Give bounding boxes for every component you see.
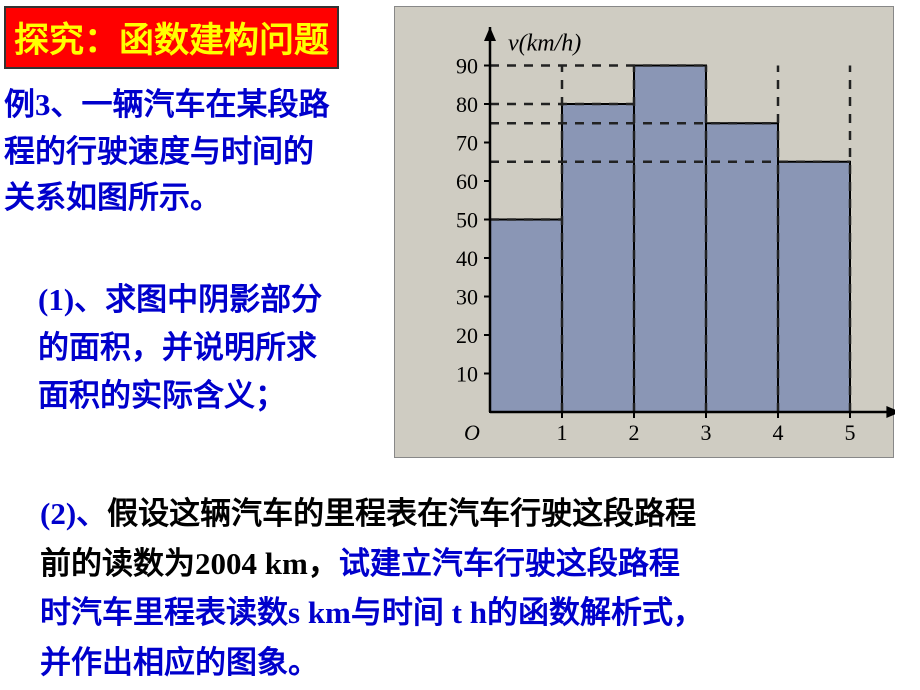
intro-line-1: 例3、一辆汽车在某段路 (4, 87, 330, 122)
q1-line-3: 面积的实际含义； (38, 378, 286, 413)
svg-text:20: 20 (456, 323, 478, 348)
q2-line-4: 并作出相应的图象。 (40, 645, 319, 680)
question-1: (1)、求图中阴影部分 的面积，并说明所求 面积的实际含义； (38, 276, 388, 420)
svg-text:5: 5 (845, 420, 856, 445)
q2-line-2b: 试建立汽车行驶这段路程 (339, 546, 680, 581)
svg-text:2: 2 (629, 420, 640, 445)
svg-text:50: 50 (456, 208, 478, 233)
q2-line-1b: 假设这辆汽车的里程表在汽车行驶这段路程 (107, 496, 696, 531)
q2-line-2a: 前的读数为2004 km， (40, 546, 339, 581)
svg-text:t(h): t(h) (894, 422, 895, 448)
chart-svg: 10 20 30 40 50 60 70 80 90 1 2 3 4 5 Ov(km/h) t(h) (395, 7, 895, 459)
intro-line-2: 程的行驶速度与时间的 (4, 134, 314, 169)
svg-text:80: 80 (456, 92, 478, 117)
q2-line-1a: (2)、 (40, 496, 107, 531)
svg-text:40: 40 (456, 246, 478, 271)
example-intro: 例3、一辆汽车在某段路 程的行驶速度与时间的 关系如图所示。 (4, 82, 384, 222)
velocity-time-chart: 10 20 30 40 50 60 70 80 90 1 2 3 4 5 Ov(km/h) t(h) (394, 6, 894, 458)
svg-text:1: 1 (557, 420, 568, 445)
svg-text:30: 30 (456, 285, 478, 310)
page-title: 探究：函数建构问题 (4, 6, 339, 69)
intro-line-3: 关系如图所示。 (4, 180, 221, 215)
svg-text:10: 10 (456, 362, 478, 387)
svg-text:3: 3 (701, 420, 712, 445)
svg-text:O: O (464, 420, 480, 445)
svg-text:v(km/h): v(km/h) (508, 30, 581, 56)
q1-line-2: 的面积，并说明所求 (38, 330, 317, 365)
question-2: (2)、假设这辆汽车的里程表在汽车行驶这段路程 前的读数为2004 km，试建立… (40, 489, 890, 687)
q1-line-1: (1)、求图中阴影部分 (38, 282, 322, 317)
q2-line-3: 时汽车里程表读数s km与时间 t h的函数解析式， (40, 595, 704, 630)
svg-text:60: 60 (456, 169, 478, 194)
svg-text:70: 70 (456, 131, 478, 156)
svg-text:90: 90 (456, 54, 478, 79)
svg-text:4: 4 (773, 420, 784, 445)
